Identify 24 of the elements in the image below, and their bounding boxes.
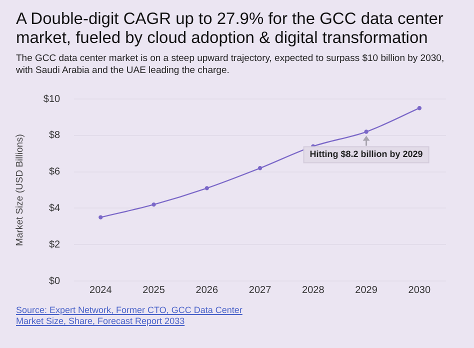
y-tick-label: $2	[48, 239, 61, 250]
x-tick-label: 2030	[408, 284, 431, 296]
point	[417, 106, 422, 110]
x-tick-label: 2028	[302, 284, 325, 296]
y-tick-label: $8	[48, 130, 61, 142]
point	[152, 202, 156, 207]
y-tick-label: $10	[43, 94, 61, 105]
annotation: Hitting $8.2 billion by 2029	[310, 149, 423, 160]
source-note: Source: Expert Network, Former CTO, GCC Data Center Market Size, Share, Forecast Report 2033	[16, 305, 244, 327]
x-tick-label: 2029	[355, 284, 378, 296]
point	[364, 130, 368, 134]
chart-title: A Double-digit CAGR up to 27.9% for the GCC data center market, fueled by cloud adoption & digital transformation	[16, 10, 444, 48]
y-tick-label: $4	[48, 202, 61, 214]
y-tick-label: $6	[48, 166, 61, 178]
y-axis-title: Market Size (USD Billions)	[14, 134, 26, 246]
x-tick-label: 2026	[196, 284, 218, 296]
x-tick-label: 2027	[248, 284, 272, 296]
chart-subtitle: The GCC data center market is on a steep upward trajectory, expected to surpass $10 billion by 2030, with Saudi Arabia and the UAE leading the charge.	[16, 53, 446, 77]
point	[258, 166, 262, 170]
point	[204, 186, 210, 190]
y-tick-label: $0	[48, 276, 61, 287]
x-tick-label: 2025	[142, 284, 166, 296]
x-tick-label: 2024	[90, 284, 112, 296]
point	[98, 215, 103, 220]
